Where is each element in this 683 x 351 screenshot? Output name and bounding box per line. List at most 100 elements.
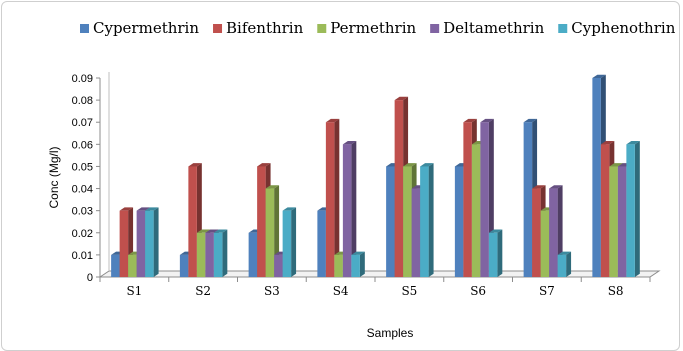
bar-side xyxy=(566,251,572,277)
bar-top xyxy=(325,118,340,123)
x-tick-label: S8 xyxy=(608,284,624,298)
y-tick-label: 0.08 xyxy=(72,95,93,107)
bar-front xyxy=(111,254,120,277)
bar-front xyxy=(265,188,275,277)
bar xyxy=(213,229,228,277)
bar-front xyxy=(523,122,533,277)
bar-top xyxy=(488,229,503,233)
x-axis-title: Samples xyxy=(367,326,414,340)
x-tick-label: S4 xyxy=(333,284,349,298)
legend-item: Cypermethrin xyxy=(80,19,199,37)
bar-top xyxy=(609,163,623,167)
legend-swatch xyxy=(213,24,223,33)
bar-top xyxy=(196,229,211,233)
x-tick-label: S2 xyxy=(195,284,211,298)
y-tick-label: 0.02 xyxy=(72,228,93,240)
x-tick-label: S7 xyxy=(539,284,555,298)
y-tick-label: 0.01 xyxy=(72,250,93,262)
bar-front xyxy=(188,166,197,277)
bar xyxy=(488,229,503,277)
y-axis: 0 0.01 0.02 0.03 0.04 0.05 0.06 0.07 0.08 0.09 xyxy=(72,73,101,284)
bar-side xyxy=(153,207,159,277)
bar-front xyxy=(609,166,618,277)
y-tick-label: 0 xyxy=(87,272,93,284)
bar xyxy=(342,141,357,277)
y-tick-label: 0.04 xyxy=(72,184,93,196)
bar-top xyxy=(626,141,640,145)
bar-front xyxy=(213,232,223,277)
bar xyxy=(282,207,297,277)
bar-front xyxy=(549,188,558,277)
x-axis: S1 S2 S3 S4 S5 S6 S7 S8 xyxy=(99,277,651,298)
bar-front xyxy=(145,210,154,277)
bar-top xyxy=(136,207,151,211)
legend-label: Bifenthrin xyxy=(226,19,304,37)
bars xyxy=(111,74,640,277)
bar-top xyxy=(480,118,494,123)
bar-front xyxy=(334,254,343,277)
bar-side xyxy=(334,118,340,277)
bar-front xyxy=(351,254,360,277)
legend-swatch xyxy=(317,24,327,33)
bar-top xyxy=(282,207,297,211)
bar-front xyxy=(325,122,335,277)
bar-side xyxy=(291,207,297,277)
y-tick-label: 0.06 xyxy=(72,139,93,151)
bar-top xyxy=(549,185,563,189)
plot-area xyxy=(98,72,661,278)
bar xyxy=(351,251,365,277)
bar xyxy=(145,207,159,277)
bar-front xyxy=(403,166,412,277)
bar-top xyxy=(600,141,615,145)
bar-top xyxy=(420,163,434,167)
bar xyxy=(626,141,640,277)
bar-front xyxy=(617,166,627,277)
bar-front xyxy=(463,122,472,277)
bar-top xyxy=(592,74,606,78)
legend-label: Deltamethrin xyxy=(443,19,544,37)
x-tick-label: S1 xyxy=(126,284,142,298)
legend-swatch xyxy=(558,24,568,33)
y-tick-label: 0.07 xyxy=(72,117,93,129)
bar-top xyxy=(532,185,546,189)
x-tick-label: S3 xyxy=(264,284,280,298)
bar-top xyxy=(394,96,409,101)
bar-top xyxy=(351,251,365,255)
legend-item: Deltamethrin xyxy=(430,19,545,37)
bar-front xyxy=(600,144,610,277)
bar-side xyxy=(359,251,365,277)
bar-front xyxy=(626,144,635,277)
bar-front xyxy=(274,254,283,277)
bar-top xyxy=(257,163,271,167)
bar-front xyxy=(480,122,489,277)
bar-front xyxy=(136,210,146,277)
bar-front xyxy=(179,254,189,277)
bar-side xyxy=(634,141,640,277)
bar-front xyxy=(411,188,421,277)
bar-front xyxy=(317,210,326,277)
y-tick-label: 0.09 xyxy=(72,73,93,85)
legend-label: Cypermethrin xyxy=(93,19,199,37)
bar-side xyxy=(222,229,228,277)
y-axis-title: Conc (Mg/l) xyxy=(47,146,61,208)
legend-item: Bifenthrin xyxy=(213,19,304,37)
bar xyxy=(325,118,340,277)
bar-front xyxy=(248,232,258,277)
bar-side xyxy=(351,141,357,277)
bar-front xyxy=(394,100,404,277)
x-tick-label: S6 xyxy=(470,284,486,298)
legend-item: Permethrin xyxy=(317,19,416,37)
bar-front xyxy=(592,78,601,277)
bar-top xyxy=(119,207,134,211)
bar-front xyxy=(196,232,206,277)
bar-front xyxy=(540,210,550,277)
bar-front xyxy=(454,166,464,277)
bar-top xyxy=(523,118,538,123)
bar-top xyxy=(557,251,572,255)
legend-item: Cyphenothrin xyxy=(558,19,676,37)
legend-label: Permethrin xyxy=(330,19,416,37)
bar-top xyxy=(145,207,159,211)
bar-front xyxy=(342,144,352,277)
bar-side xyxy=(497,229,503,277)
bar-front xyxy=(471,144,481,277)
